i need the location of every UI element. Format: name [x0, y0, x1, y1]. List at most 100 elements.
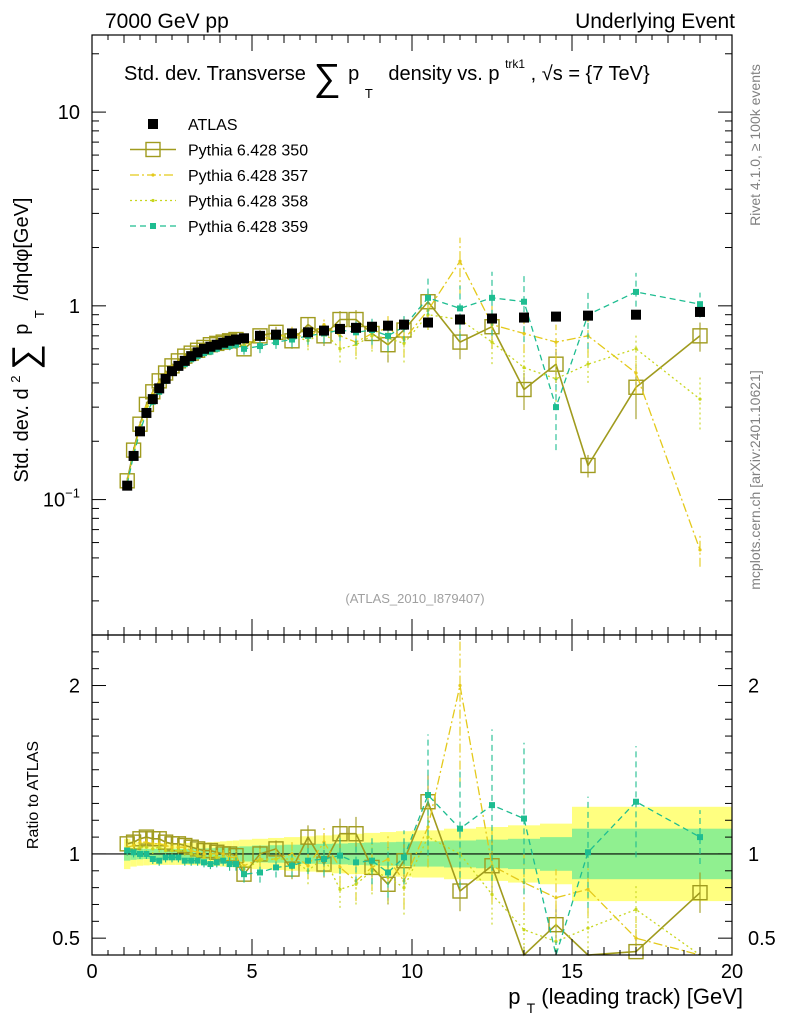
mcplots-label: mcplots.cern.ch [arXiv:2401.10621]: [747, 370, 763, 589]
legend-marker: [145, 141, 161, 158]
main-point: [273, 339, 279, 346]
ratio-point: [170, 848, 174, 853]
header-right: Underlying Event: [575, 10, 735, 33]
main-point: [257, 343, 263, 350]
ratio-point: [521, 815, 527, 822]
atlas-point: [167, 366, 177, 377]
main-point: [385, 332, 391, 339]
ratio-point: [692, 884, 708, 901]
ratio-point: [221, 852, 225, 856]
ratio-point: [257, 869, 263, 876]
ratio-point: [176, 848, 180, 853]
ratio-y-tick-label-right: 0.5: [748, 928, 776, 950]
ratio-point: [338, 865, 342, 870]
ratio-point: [585, 849, 591, 856]
legend-marker: [150, 223, 156, 229]
main-point: [516, 381, 532, 398]
atlas-point: [128, 450, 139, 461]
ratio-point: [634, 936, 638, 940]
legend-atlas-marker: [148, 119, 158, 129]
ratio-point: [425, 792, 431, 798]
ratio-point: [457, 825, 463, 832]
atlas-point: [631, 309, 641, 320]
atlas-point: [695, 306, 705, 317]
main-point: [634, 371, 638, 375]
ratio-point: [633, 798, 639, 805]
atlas-point: [319, 325, 329, 336]
ratio-point: [162, 854, 169, 861]
ratio-point: [628, 943, 644, 960]
x-tick-label: 15: [561, 961, 583, 983]
ratio-point: [273, 864, 279, 871]
ratio-point: [156, 857, 163, 864]
main-point: [402, 341, 406, 345]
main-point: [226, 343, 233, 350]
atlas-point: [224, 335, 235, 346]
rivet-version-label: Rivet 4.1.0, ≥ 100k events: [747, 64, 763, 226]
ratio-y-tick-label: 1: [69, 844, 80, 866]
ratio-point: [233, 861, 239, 868]
main-point: [697, 301, 703, 308]
atlas-point: [287, 328, 297, 339]
main-point: [553, 404, 559, 411]
legend-label: ATLAS: [188, 117, 238, 134]
ratio-point: [258, 859, 262, 863]
ratio-point: [241, 871, 247, 878]
main-point: [490, 340, 494, 344]
atlas-point: [205, 341, 216, 352]
x-tick-label: 0: [86, 961, 97, 983]
ratio-point: [149, 856, 156, 862]
atlas-point: [192, 347, 203, 358]
ratio-point: [202, 852, 206, 856]
ratio-point: [196, 850, 200, 854]
ratio-point: [144, 845, 148, 849]
ratio-point: [157, 842, 161, 846]
ratio-y-label: Ratio to ATLAS: [25, 741, 42, 849]
ratio-panel: 0.5 0.51 12 20 5 10 15 20: [52, 634, 776, 983]
header-left: 7000 GeV pp: [105, 10, 229, 33]
ratio-point: [183, 845, 187, 849]
legend-label: Pythia 6.428 358: [188, 194, 308, 211]
main-point: [698, 548, 702, 552]
ratio-point: [188, 857, 195, 864]
ratio-y-tick-label: 2: [69, 676, 80, 698]
ratio-point: [306, 864, 310, 868]
main-point: [554, 340, 558, 344]
atlas-point: [186, 351, 197, 362]
ratio-point: [181, 857, 188, 864]
ratio-point: [490, 892, 494, 896]
atlas-point: [122, 480, 133, 491]
ratio-point: [401, 854, 407, 861]
ratio-point: [130, 849, 137, 856]
atlas-point: [239, 333, 249, 344]
ratio-point: [321, 856, 327, 862]
ratio-point: [183, 848, 187, 853]
ratio-point: [289, 862, 295, 869]
ratio-point: [697, 834, 703, 841]
main-y-tick-label: 10−1: [43, 486, 80, 512]
atlas-point: [154, 383, 165, 394]
main-point: [692, 328, 708, 344]
main-point: [425, 294, 431, 301]
ratio-point: [353, 859, 359, 866]
ratio-point: [189, 852, 193, 856]
ratio-point: [220, 857, 227, 864]
ratio-point: [305, 857, 311, 864]
main-y-tick-label: 1: [69, 296, 80, 318]
ratio-point: [207, 861, 214, 868]
ratio-point: [634, 907, 638, 912]
main-point: [426, 313, 430, 317]
atlas-point: [455, 314, 465, 325]
ratio-ticks: 0.5 0.51 12 20 5 10 15 20: [52, 635, 776, 983]
ratio-point: [290, 857, 294, 861]
ratio-point: [138, 845, 142, 849]
ratio-point: [354, 882, 358, 886]
atlas-point: [255, 330, 265, 341]
x-tick-label: 20: [721, 961, 743, 983]
x-axis-label: p T (leading track) [GeV]: [508, 984, 743, 1018]
ratio-point: [458, 683, 462, 688]
ratio-point: [124, 847, 131, 854]
atlas-point: [367, 321, 377, 332]
ratio-point: [151, 847, 155, 851]
ratio-point: [226, 861, 233, 868]
